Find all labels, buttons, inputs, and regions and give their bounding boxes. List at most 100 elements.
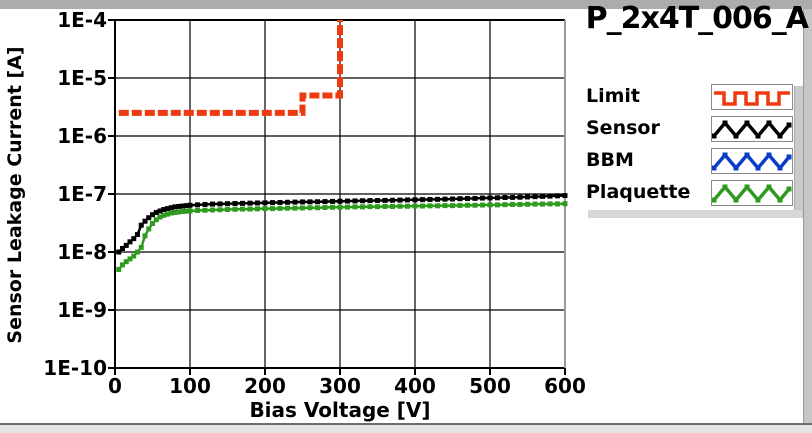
series-marker-sensor <box>135 232 140 238</box>
series-marker-plaquette <box>337 204 343 210</box>
series-marker-sensor <box>232 201 238 207</box>
legend-item-plaquette[interactable]: Plaquette <box>578 180 802 206</box>
series-marker-sensor <box>202 201 208 207</box>
series-marker-sensor <box>168 205 174 211</box>
series-marker-plaquette <box>255 206 260 212</box>
series-marker-sensor <box>142 218 148 224</box>
series-marker-sensor <box>397 197 403 203</box>
series-marker-sensor <box>322 199 328 205</box>
legend-item-limit[interactable]: Limit <box>578 84 802 110</box>
series-marker-sensor <box>127 239 133 245</box>
series-marker-sensor <box>457 196 463 202</box>
series-marker-sensor <box>405 197 410 203</box>
series-marker-sensor <box>330 198 335 204</box>
series-marker-sensor <box>435 196 440 202</box>
series-marker-plaquette <box>277 205 283 211</box>
series-marker-sensor <box>480 195 485 201</box>
series-marker-plaquette <box>525 201 530 207</box>
series-marker-sensor <box>525 194 530 200</box>
series-marker-plaquette <box>262 206 268 212</box>
series-marker-plaquette <box>300 205 305 211</box>
series-marker-plaquette <box>172 209 178 215</box>
legend-item-sensor[interactable]: Sensor <box>578 116 802 142</box>
panel-bottom-border-line <box>0 423 812 425</box>
series-marker-sensor <box>120 245 125 251</box>
x-tick-label: 600 <box>544 374 586 398</box>
series-marker-sensor <box>427 196 433 202</box>
series-marker-plaquette <box>292 205 298 211</box>
y-axis-label: Sensor Leakage Current [A] <box>4 46 26 344</box>
legend-sample-bbm[interactable] <box>711 148 793 174</box>
series-marker-plaquette <box>330 204 335 210</box>
y-tick-label: 1E-5 <box>57 66 107 90</box>
series-marker-sensor <box>390 197 395 203</box>
series-marker-sensor <box>285 199 290 205</box>
series-marker-plaquette <box>510 201 515 207</box>
series-marker-sensor <box>517 194 523 200</box>
series-marker-plaquette <box>435 203 440 209</box>
x-tick-label: 0 <box>108 374 122 398</box>
series-marker-plaquette <box>352 204 358 210</box>
series-marker-sensor <box>547 193 553 199</box>
series-marker-sensor <box>187 202 193 208</box>
series-marker-sensor <box>116 249 122 255</box>
series-marker-sensor <box>382 197 388 203</box>
series-marker-plaquette <box>472 202 478 208</box>
series-marker-plaquette <box>315 205 320 211</box>
series-marker-plaquette <box>547 201 553 207</box>
series-marker-plaquette <box>555 201 560 207</box>
series-marker-sensor <box>315 199 320 205</box>
series-marker-plaquette <box>232 206 238 212</box>
series-marker-sensor <box>210 201 215 207</box>
x-axis-label: Bias Voltage [V] <box>249 398 431 422</box>
series-marker-sensor <box>510 194 515 200</box>
panel-right-border <box>803 9 812 424</box>
legend-sample-plaquette[interactable] <box>711 180 793 206</box>
series-marker-plaquette <box>285 205 290 211</box>
series-marker-sensor <box>247 200 253 206</box>
series-marker-plaquette <box>450 203 455 209</box>
series-marker-sensor <box>172 204 178 210</box>
series-marker-sensor <box>502 195 508 201</box>
series-marker-plaquette <box>382 203 388 209</box>
series-marker-plaquette <box>442 203 448 209</box>
series-marker-sensor <box>420 197 425 203</box>
series-marker-plaquette <box>540 201 545 207</box>
series-marker-plaquette <box>161 212 167 218</box>
legend-shadow-horizontal <box>588 210 802 218</box>
series-marker-plaquette <box>390 203 395 209</box>
legend-sample-limit[interactable] <box>711 84 793 110</box>
y-tick-label: 1E-10 <box>43 356 107 380</box>
x-tick-label: 100 <box>169 374 211 398</box>
series-marker-sensor <box>307 199 313 205</box>
series-marker-sensor <box>300 199 305 205</box>
series-marker-sensor <box>442 196 448 202</box>
series-marker-plaquette <box>146 226 152 232</box>
series-marker-plaquette <box>123 259 129 265</box>
x-tick-label: 200 <box>244 374 286 398</box>
series-marker-plaquette <box>120 262 125 268</box>
series-marker-sensor <box>217 201 223 207</box>
series-marker-plaquette <box>345 204 350 210</box>
series-marker-plaquette <box>187 208 193 214</box>
series-marker-sensor <box>225 201 230 207</box>
series-marker-sensor <box>150 212 155 218</box>
x-tick-label: 300 <box>319 374 361 398</box>
series-marker-sensor <box>450 196 455 202</box>
series-marker-plaquette <box>397 203 403 209</box>
series-marker-plaquette <box>412 203 418 209</box>
y-tick-label: 1E-6 <box>57 124 107 148</box>
series-marker-sensor <box>412 197 418 203</box>
series-marker-plaquette <box>180 208 185 214</box>
series-marker-sensor <box>555 193 560 199</box>
series-marker-sensor <box>176 203 182 209</box>
series-marker-plaquette <box>307 205 313 211</box>
legend-item-bbm[interactable]: BBM <box>578 148 802 174</box>
series-marker-sensor <box>240 200 245 206</box>
x-tick-label: 500 <box>469 374 511 398</box>
legend-sample-sensor[interactable] <box>711 116 793 142</box>
series-marker-plaquette <box>562 201 568 207</box>
series-marker-sensor <box>562 193 568 199</box>
